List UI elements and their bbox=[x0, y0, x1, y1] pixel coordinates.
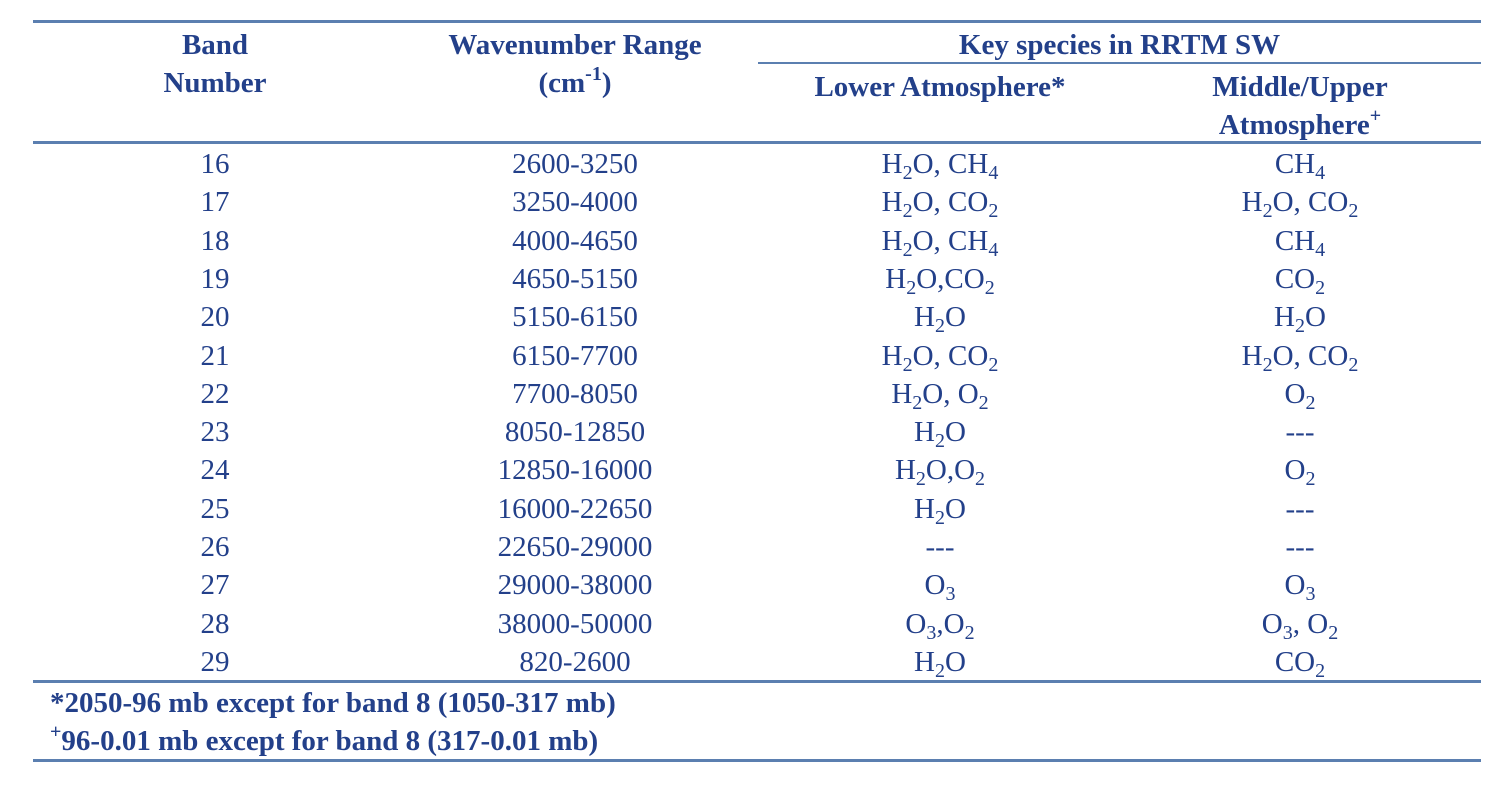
lower-atmosphere-species: O3 bbox=[924, 569, 956, 605]
header-band-line2: Number bbox=[163, 67, 267, 99]
middle-upper-species: H2O, CO2 bbox=[1241, 186, 1359, 222]
wavenumber-range: 22650-29000 bbox=[497, 531, 653, 563]
middle-upper-species: CH4 bbox=[1274, 148, 1326, 184]
wavenumber-range: 3250-4000 bbox=[512, 186, 638, 218]
header-middle-line1: Middle/Upper bbox=[1212, 71, 1388, 103]
wavenumber-range: 16000-22650 bbox=[497, 493, 653, 525]
lower-atmosphere-species: H2O, CO2 bbox=[881, 340, 999, 376]
wavenumber-range: 7700-8050 bbox=[512, 378, 638, 410]
lower-atmosphere-species: H2O, CH4 bbox=[881, 225, 999, 261]
wavenumber-range: 4650-5150 bbox=[512, 263, 638, 295]
wavenumber-range: 29000-38000 bbox=[497, 569, 653, 601]
lower-atmosphere-species: H2O,CO2 bbox=[885, 263, 995, 299]
lower-atmosphere-species: H2O, CH4 bbox=[881, 148, 999, 184]
band-number: 26 bbox=[200, 531, 230, 563]
band-number: 19 bbox=[200, 263, 230, 295]
band-number: 18 bbox=[200, 225, 230, 257]
middle-upper-species: CO2 bbox=[1274, 646, 1326, 682]
band-number: 17 bbox=[200, 186, 230, 218]
wavenumber-range: 4000-4650 bbox=[512, 225, 638, 257]
middle-upper-species: H2O bbox=[1274, 301, 1326, 337]
wavenumber-range: 38000-50000 bbox=[497, 608, 653, 640]
header-bottom-rule bbox=[33, 141, 1481, 144]
band-number: 29 bbox=[200, 646, 230, 678]
middle-upper-species: CO2 bbox=[1274, 263, 1326, 299]
footnote-upper: +96-0.01 mb except for band 8 (317-0.01 … bbox=[50, 721, 599, 757]
key-species-rule bbox=[758, 62, 1481, 64]
band-number: 22 bbox=[200, 378, 230, 410]
header-wavenumber: Wavenumber Range (cm-1) bbox=[400, 26, 750, 102]
lower-atmosphere-species: H2O,O2 bbox=[894, 454, 986, 490]
header-band-line1: Band bbox=[181, 29, 249, 61]
band-number: 23 bbox=[200, 416, 230, 448]
top-rule bbox=[33, 20, 1481, 23]
lower-atmosphere-species: H2O, O2 bbox=[891, 378, 989, 414]
table-bottom-rule bbox=[33, 680, 1481, 683]
middle-upper-species: O2 bbox=[1284, 378, 1316, 414]
middle-upper-species: O2 bbox=[1284, 454, 1316, 490]
middle-upper-species: --- bbox=[1285, 531, 1315, 563]
wavenumber-range: 8050-12850 bbox=[504, 416, 646, 448]
wavenumber-range: 5150-6150 bbox=[512, 301, 638, 333]
middle-upper-species: O3, O2 bbox=[1261, 608, 1339, 644]
footnote-lower: *2050-96 mb except for band 8 (1050-317 … bbox=[50, 687, 616, 719]
lower-atmosphere-species: O3,O2 bbox=[905, 608, 975, 644]
band-number: 21 bbox=[200, 340, 230, 372]
lower-atmosphere-species: H2O bbox=[914, 493, 966, 529]
lower-atmosphere-species: H2O bbox=[914, 416, 966, 452]
lower-atmosphere-species: H2O, CO2 bbox=[881, 186, 999, 222]
band-number: 25 bbox=[200, 493, 230, 525]
wavenumber-range: 820-2600 bbox=[519, 646, 631, 678]
header-wavenumber-unit: (cm-1) bbox=[538, 63, 612, 99]
wavenumber-range: 12850-16000 bbox=[497, 454, 653, 486]
header-band: Band Number bbox=[115, 26, 315, 102]
header-wavenumber-line1: Wavenumber Range bbox=[448, 29, 702, 61]
lower-atmosphere-species: H2O bbox=[914, 646, 966, 682]
header-middle-upper: Middle/Upper Atmosphere+ bbox=[1150, 68, 1450, 144]
header-middle-line2: Atmosphere+ bbox=[1218, 105, 1382, 141]
lower-atmosphere-species: H2O bbox=[914, 301, 966, 337]
middle-upper-species: --- bbox=[1285, 416, 1315, 448]
lower-atmosphere-species: --- bbox=[925, 531, 955, 563]
footer-bottom-rule bbox=[33, 759, 1481, 762]
wavenumber-range: 2600-3250 bbox=[512, 148, 638, 180]
middle-upper-species: O3 bbox=[1284, 569, 1316, 605]
wavenumber-range: 6150-7700 bbox=[512, 340, 638, 372]
band-number: 16 bbox=[200, 148, 230, 180]
middle-upper-species: H2O, CO2 bbox=[1241, 340, 1359, 376]
middle-upper-species: CH4 bbox=[1274, 225, 1326, 261]
band-number: 28 bbox=[200, 608, 230, 640]
header-lower-atmosphere: Lower Atmosphere* bbox=[814, 71, 1066, 103]
band-number: 24 bbox=[200, 454, 230, 486]
band-number: 27 bbox=[200, 569, 230, 601]
header-key-species: Key species in RRTM SW bbox=[958, 29, 1281, 61]
middle-upper-species: --- bbox=[1285, 493, 1315, 525]
band-number: 20 bbox=[200, 301, 230, 333]
